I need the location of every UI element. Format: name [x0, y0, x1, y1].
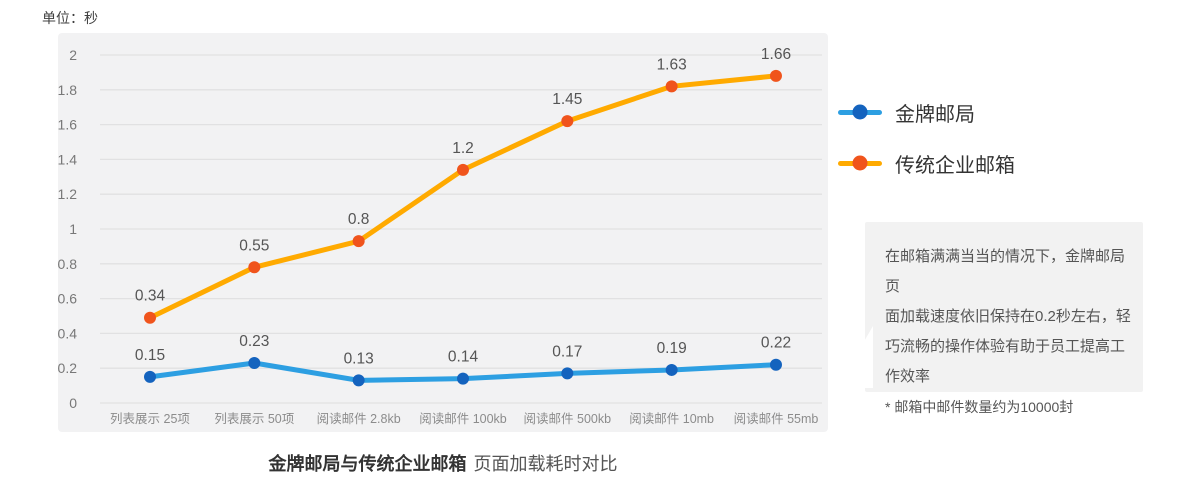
legend-label: 金牌邮局	[895, 103, 975, 126]
note-box-pointer	[837, 326, 873, 388]
note-text: 在邮箱满满当当的情况下，金牌邮局页面加载速度依旧保持在0.2秒左右，轻 巧流畅的操…	[885, 242, 1131, 392]
note-text-line: 面加载速度依旧保持在0.2秒左右，轻	[885, 308, 1131, 325]
caption-subtitle: 页面加载耗时对比	[473, 454, 618, 474]
unit-label: 单位：秒	[42, 10, 98, 26]
legend-label: 传统企业邮箱	[895, 154, 1015, 177]
caption-title: 金牌邮局与传统企业邮箱	[268, 454, 467, 474]
chart-legend: 金牌邮局 传统企业邮箱	[838, 97, 1015, 199]
chart-caption: 金牌邮局与传统企业邮箱 页面加载耗时对比	[58, 450, 828, 476]
note-footnote: * 邮箱中邮件数量约为10000封	[885, 399, 1074, 415]
note-text-line: 巧流畅的操作体验有助于员工提高工	[885, 338, 1126, 355]
note-box: 在邮箱满满当当的情况下，金牌邮局页面加载速度依旧保持在0.2秒左右，轻 巧流畅的操…	[837, 222, 1143, 415]
legend-item-traditional-mail[interactable]: 传统企业邮箱	[838, 148, 1015, 178]
legend-line-marker	[838, 104, 882, 120]
note-text-line: 作效率	[885, 368, 931, 385]
legend-line-marker	[838, 155, 882, 171]
legend-dot-icon	[852, 104, 868, 120]
note-text-line: 在邮箱满满当当的情况下，金牌邮局页	[885, 248, 1126, 295]
legend-dot-icon	[852, 155, 868, 171]
chart-panel	[58, 33, 828, 432]
legend-item-gold-mail[interactable]: 金牌邮局	[838, 97, 1015, 127]
